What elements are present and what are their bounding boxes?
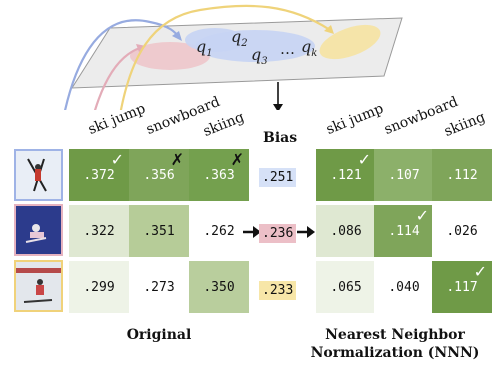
col-header-right-skiing: skiing xyxy=(442,109,488,140)
check-mark-icon: ✓ xyxy=(415,206,429,225)
image-snowboard xyxy=(14,204,63,256)
yellow-arrow xyxy=(119,4,331,110)
caption-nnn-line1: Nearest Neighbor xyxy=(325,327,465,343)
check-mark-icon: ✓ xyxy=(357,150,371,169)
check-mark-icon: ✓ xyxy=(110,150,124,169)
query-q1: q1 xyxy=(196,37,213,60)
caption-nnn-line2: Normalization (NNN) xyxy=(310,345,480,361)
original-cell-r1-c2: .356 ✗ xyxy=(129,149,189,201)
original-cell-r1-c1: .372 ✓ xyxy=(69,149,129,201)
nnn-cell-r1-c1: .121 ✓ xyxy=(316,149,376,201)
original-cell-r3-c1: .299 xyxy=(69,261,129,313)
original-cell-r3-c2: .273 xyxy=(129,261,189,313)
query-ellipsis: … xyxy=(280,40,295,58)
original-cell-r2-c1: .322 xyxy=(69,205,129,257)
original-cell-r2-c2: .351 xyxy=(129,205,189,257)
nnn-cell-r1-c2: .107 xyxy=(374,149,434,201)
image-ski-jump xyxy=(14,149,63,201)
nnn-cell-r3-c3: .117 ✓ xyxy=(432,261,492,313)
blue-arrow xyxy=(64,19,181,110)
yellow-query-blob xyxy=(319,24,381,60)
cross-mark-icon: ✗ xyxy=(170,150,184,169)
query-q3: q3 xyxy=(251,45,268,68)
caption-nnn: Nearest Neighbor Normalization (NNN) xyxy=(300,326,490,362)
nnn-cell-r3-c1: .065 xyxy=(316,261,376,313)
nnn-cell-r2-c2: .114 ✓ xyxy=(374,205,434,257)
pink-arrow xyxy=(93,46,141,110)
arrow-right-icon xyxy=(297,226,315,238)
bias-header: Bias xyxy=(263,130,298,146)
nnn-cell-r3-c2: .040 xyxy=(374,261,434,313)
nnn-cell-r1-c3: .112 xyxy=(432,149,492,201)
cross-mark-icon: ✗ xyxy=(230,150,244,169)
image-skiing xyxy=(14,260,63,312)
arrow-right-icon xyxy=(243,226,261,238)
caption-original: Original xyxy=(126,327,192,343)
original-cell-r2-c3: .262 xyxy=(189,205,249,257)
pink-query-blob xyxy=(130,42,210,70)
check-mark-icon: ✓ xyxy=(473,262,487,281)
bias-value-1: .251 xyxy=(259,168,297,187)
original-cell-r3-c3: .350 xyxy=(189,261,249,313)
blue-query-blob-2 xyxy=(185,28,245,52)
original-cell-r1-c3: .363 ✗ xyxy=(189,149,249,201)
query-qk: qk xyxy=(301,37,318,60)
nnn-cell-r2-c1: .086 xyxy=(316,205,376,257)
query-plane-diagram xyxy=(64,4,403,110)
query-q2: q2 xyxy=(231,27,248,50)
bias-value-3: .233 xyxy=(259,281,297,300)
bias-value-2: .236 xyxy=(259,224,297,243)
nnn-cell-r2-c3: .026 xyxy=(432,205,492,257)
